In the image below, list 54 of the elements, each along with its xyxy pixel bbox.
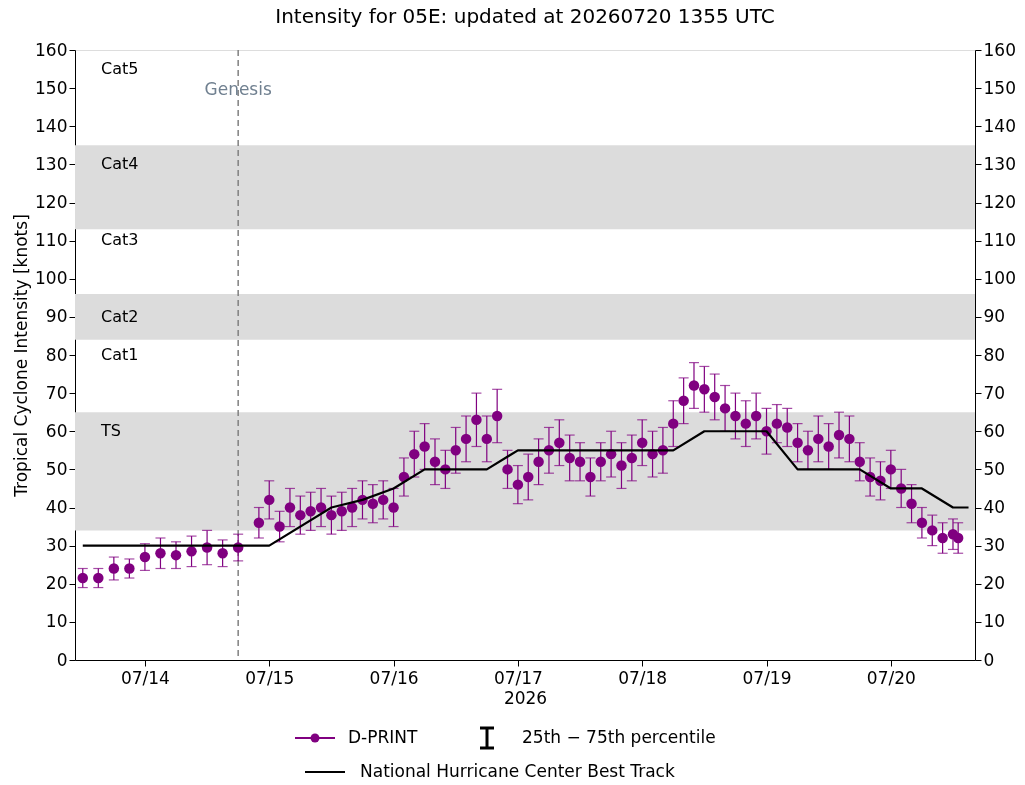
annotation: Cat2 [101,307,139,326]
y-tick-label: 150 [35,77,68,98]
y-tick-label: 110 [35,230,68,251]
x-axis-title: 2026 [503,687,548,708]
legend-label: D-PRINT [348,727,419,747]
y-tick-label: 120 [35,192,68,212]
y2-tick-label: 110 [983,230,1016,251]
chart-title: Intensity for 05E: updated at 20260720 1355 UTC [275,4,775,28]
y-tick-label: 50 [45,458,68,479]
y2-tick-label: 150 [983,77,1016,98]
y2-tick-label: 100 [983,268,1016,289]
y-tick-label: 70 [45,382,68,403]
y2-tick-label: 80 [983,344,1006,365]
y-tick-label: 20 [45,573,68,594]
y-tick-label: 60 [45,420,68,441]
x-tick-label: 07/15 [245,667,295,688]
y-tick-label: 130 [35,153,68,174]
annotation: TS [100,421,121,440]
y2-tick-label: 40 [983,497,1006,517]
y-tick-label: 80 [45,344,68,365]
y-axis-title: Tropical Cyclone Intensity [knots] [11,214,32,498]
y-tick-label: 10 [45,611,68,632]
y-tick-label: 160 [35,39,68,60]
annotation: Cat1 [101,345,139,364]
text: 25th − 75th percentile [522,727,716,747]
y2-tick-label: 50 [983,458,1006,479]
y2-tick-label: 130 [983,153,1016,174]
y-tick-label: 140 [35,115,68,136]
y2-tick-label: 160 [983,39,1016,60]
y2-tick-label: 0 [983,649,995,670]
y2-tick-label: 10 [983,611,1006,632]
y2-tick-label: 30 [983,535,1006,556]
y2-tick-label: 120 [983,192,1016,212]
y2-tick-label: 90 [983,306,1006,327]
legend-label: National Hurricane Center Best Track [360,761,675,781]
y-tick-label: 40 [45,497,68,517]
annotation: Cat5 [101,59,139,78]
y2-tick-label: 140 [983,115,1016,136]
y-tick-label: 100 [35,268,68,289]
x-tick-label: 07/20 [866,667,916,688]
x-tick-label: 07/14 [120,667,170,688]
x-tick-label: 07/17 [493,667,543,688]
y-tick-label: 90 [45,306,68,327]
y2-tick-label: 20 [983,573,1006,594]
annotation: Cat3 [101,230,139,249]
x-tick-label: 07/16 [369,667,419,688]
ref-line-label: Genesis [204,79,272,99]
y2-tick-label: 70 [983,382,1006,403]
annotation: Cat4 [101,154,139,173]
x-tick-label: 07/19 [742,667,792,688]
y2-tick-label: 60 [983,420,1006,441]
y-tick-label: 30 [45,535,68,556]
y-tick-label: 0 [56,649,68,670]
x-tick-label: 07/18 [618,667,668,688]
